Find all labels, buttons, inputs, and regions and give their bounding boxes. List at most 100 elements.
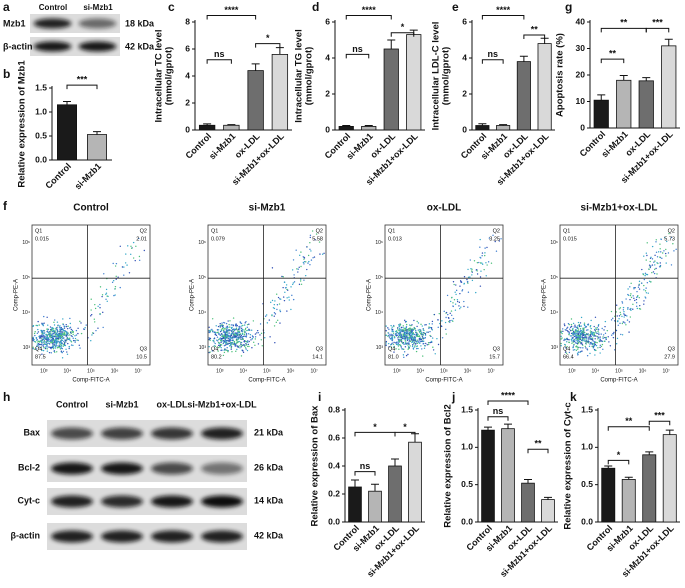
flow-dot [300,251,302,253]
flow-dot [240,327,243,330]
flow-dot [586,333,588,336]
flow-dot [230,324,233,326]
flow-dot [59,327,61,329]
flow-dot [438,312,440,315]
blot-h-band [51,462,93,475]
flow-dot [51,344,54,346]
flow-dot [594,338,596,340]
y-tick-label: 8 [185,16,190,26]
flow-dot [645,273,647,276]
flow-dot [579,338,581,341]
y-tick-label: 0.0 [581,516,593,526]
flow-dot [279,298,281,300]
flow-dot [584,338,586,340]
flow-dot [135,245,137,247]
flow-dot [249,333,252,336]
flow-dot [390,324,392,327]
flow-dot [257,343,260,345]
flow-dot [645,287,647,289]
flow-dot [39,337,42,339]
quadrant-value: 5.58 [312,236,323,242]
flow-dot [571,342,573,344]
blot-h-band [201,530,243,543]
flow-dot [400,346,403,348]
flow-dot [577,354,579,356]
flow-dot [60,344,62,346]
flow-dot [448,317,450,319]
flow-dot [240,343,242,345]
blot-h-band [51,427,93,440]
flow-dot [393,345,395,348]
bar [521,482,535,523]
flow-dot [449,321,451,323]
flow-dot [220,333,223,335]
flow-dot [569,329,572,332]
significance-bracket [206,15,257,20]
flow-dot [390,337,393,339]
flow-dot [652,271,655,273]
flow-dot [237,332,240,334]
flow-dot [45,341,48,344]
flow-dot [660,238,662,241]
flow-dot [421,333,423,335]
flow-dot [239,321,241,323]
flow-dot [268,319,271,321]
flow-dot [408,341,410,343]
flow-dot [208,326,210,328]
x-tick-label: si-Mzb1 [207,131,237,161]
blot-h-band [101,530,143,543]
flow-dot [240,341,243,344]
flow-dot [246,326,249,328]
flow-dot [630,282,632,285]
flow-dot [218,338,221,340]
flow-dot [654,268,656,271]
flow-dot [313,256,316,258]
flow-dot [64,340,67,342]
flow-dot [426,331,428,333]
flow-dot [231,332,234,334]
flow-dot [481,255,483,257]
flow-dot [251,335,254,337]
flow-dot [589,325,592,327]
flow-dot [427,342,430,344]
bar [368,490,382,523]
flow-dot [225,349,227,351]
flow-dot [633,288,635,290]
flow-dot [225,335,228,337]
flow-dot [574,337,577,339]
flow-dot [566,341,568,343]
flow-dot [421,336,424,338]
flow-dot [213,337,216,339]
flow-dot [40,343,42,346]
flow-dot [223,335,225,337]
flow-dot [62,350,65,353]
flow-dot [212,339,214,342]
bar [408,441,422,523]
flow-dot [623,314,626,316]
flow-dot [236,332,238,334]
panel-label: j [451,390,455,404]
flow-dot [388,334,391,336]
flow-dot [221,325,223,327]
flow-dot [309,234,312,237]
flow-dot [223,328,225,330]
error-bar [364,125,373,127]
flow-dot [71,329,74,332]
protein-label: Mzb1 [3,18,26,28]
flow-dot [220,329,223,332]
flow-dot [566,330,569,332]
flow-dot [228,338,231,341]
flow-dot [241,325,243,327]
flow-dot [480,270,482,272]
flow-dot [272,307,275,309]
flow-dot [645,259,647,261]
flow-dot [589,330,592,332]
flow-dot [52,339,54,342]
flow-dot [418,330,421,332]
flow-dot [226,343,228,346]
size-label: 42 kDa [125,41,155,51]
flow-dot [406,331,408,334]
flow-dot [655,241,657,243]
flow-dot [254,336,257,338]
flow-dot [56,340,58,342]
